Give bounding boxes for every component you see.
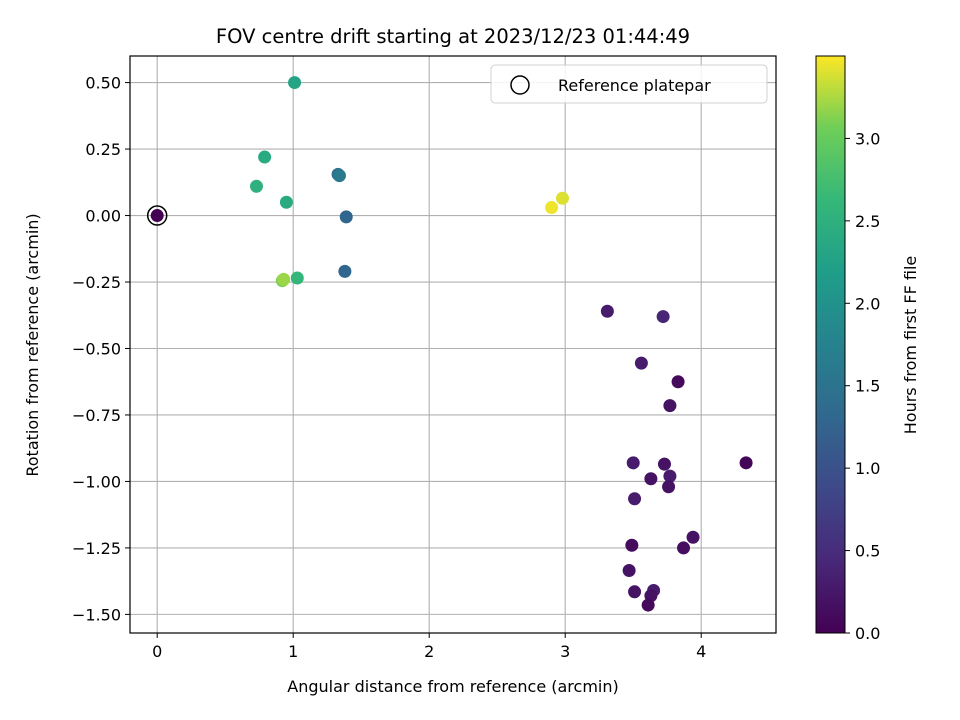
x-tick-label: 1 (288, 642, 298, 661)
grid-lines (130, 56, 776, 633)
data-point (545, 201, 559, 215)
y-tick-label: −0.25 (72, 273, 121, 292)
colorbar-tick-label: 2.0 (855, 294, 880, 313)
y-tick-label: −0.50 (72, 339, 121, 358)
colorbar-tick-label: 2.5 (855, 212, 880, 231)
x-axis-label: Angular distance from reference (arcmin) (287, 677, 618, 696)
legend-label: Reference platepar (558, 76, 711, 95)
colorbar-tick-label: 0.5 (855, 542, 880, 561)
data-point (290, 271, 304, 285)
y-tick-label: 0.00 (85, 207, 121, 226)
data-point (258, 150, 272, 164)
data-point (671, 375, 685, 389)
x-tick-label: 0 (152, 642, 162, 661)
y-tick-label: −0.75 (72, 406, 121, 425)
reference-marker (146, 205, 168, 226)
y-tick-label: −1.25 (72, 539, 121, 558)
reference-point (146, 205, 168, 226)
data-point (657, 457, 671, 471)
y-axis-label: Rotation from reference (arcmin) (23, 213, 42, 476)
data-point (656, 310, 670, 324)
y-axis-ticks: 0.50 0.25 0.00 −0.25 −0.50 −0.75 −1.00 −1.25 −1.… (72, 74, 130, 624)
data-point (150, 209, 164, 223)
colorbar-tick-label: 3.0 (855, 129, 880, 148)
data-point (677, 541, 691, 555)
colorbar-gradient (815, 55, 846, 634)
x-axis-ticks: 0 1 2 3 4 (152, 633, 706, 661)
colorbar-ticks: 0.0 0.5 1.0 1.5 2.0 2.5 3.0 (845, 129, 880, 643)
data-point (628, 585, 642, 599)
data-point (662, 480, 676, 494)
data-point (555, 191, 569, 205)
x-tick-label: 2 (424, 642, 434, 661)
data-point (634, 356, 648, 370)
x-tick-label: 4 (696, 642, 706, 661)
y-tick-label: −1.50 (72, 605, 121, 624)
data-point (249, 179, 263, 193)
data-point (628, 492, 642, 506)
data-point (663, 399, 677, 413)
data-point (332, 169, 346, 183)
y-tick-label: −1.00 (72, 472, 121, 491)
data-point (644, 472, 658, 486)
data-point (626, 456, 640, 470)
colorbar: 0.0 0.5 1.0 1.5 2.0 2.5 3.0 Hours from first F… (815, 55, 920, 643)
data-points (150, 76, 753, 612)
data-point (663, 469, 677, 483)
data-point (739, 456, 753, 470)
legend-marker (510, 75, 530, 95)
data-point (338, 264, 352, 278)
data-point (600, 304, 614, 318)
data-point (277, 272, 291, 286)
y-tick-label: 0.25 (85, 140, 121, 159)
legend-box (490, 64, 768, 104)
colorbar-tick-label: 0.0 (855, 624, 880, 643)
data-point (686, 530, 700, 544)
y-tick-label: 0.50 (85, 74, 121, 93)
data-point (622, 564, 636, 578)
colorbar-label: Hours from first FF file (901, 256, 920, 435)
data-point (641, 598, 655, 612)
plot-frame (129, 55, 777, 634)
data-point (288, 76, 302, 90)
x-tick-label: 3 (560, 642, 570, 661)
data-point (339, 210, 353, 224)
colorbar-tick-label: 1.5 (855, 377, 880, 396)
data-point (625, 538, 639, 552)
colorbar-tick-label: 1.0 (855, 459, 880, 478)
chart-title: FOV centre drift starting at 2023/12/23 … (216, 25, 690, 48)
data-point (279, 195, 293, 209)
legend: Reference platepar (490, 64, 768, 104)
